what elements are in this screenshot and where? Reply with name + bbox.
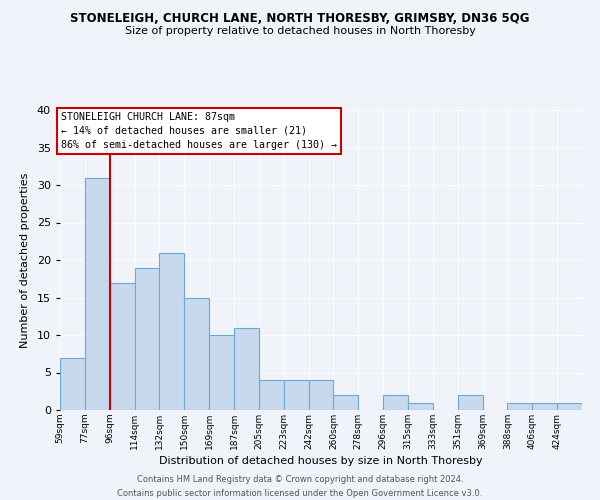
Bar <box>383 395 408 410</box>
Bar <box>85 178 110 410</box>
Bar <box>209 335 234 410</box>
Bar <box>234 328 259 410</box>
Text: STONELEIGH CHURCH LANE: 87sqm
← 14% of detached houses are smaller (21)
86% of s: STONELEIGH CHURCH LANE: 87sqm ← 14% of d… <box>61 112 337 150</box>
Bar <box>458 395 482 410</box>
Bar <box>60 358 85 410</box>
Bar <box>160 252 184 410</box>
Bar <box>110 282 134 410</box>
Bar <box>284 380 308 410</box>
Y-axis label: Number of detached properties: Number of detached properties <box>20 172 30 348</box>
X-axis label: Distribution of detached houses by size in North Thoresby: Distribution of detached houses by size … <box>159 456 483 466</box>
Bar <box>557 402 582 410</box>
Text: Size of property relative to detached houses in North Thoresby: Size of property relative to detached ho… <box>125 26 475 36</box>
Bar <box>259 380 284 410</box>
Text: Contains HM Land Registry data © Crown copyright and database right 2024.
Contai: Contains HM Land Registry data © Crown c… <box>118 476 482 498</box>
Bar <box>134 268 160 410</box>
Bar <box>308 380 334 410</box>
Bar <box>508 402 532 410</box>
Bar <box>184 298 209 410</box>
Bar <box>408 402 433 410</box>
Text: STONELEIGH, CHURCH LANE, NORTH THORESBY, GRIMSBY, DN36 5QG: STONELEIGH, CHURCH LANE, NORTH THORESBY,… <box>70 12 530 26</box>
Bar <box>334 395 358 410</box>
Bar <box>532 402 557 410</box>
